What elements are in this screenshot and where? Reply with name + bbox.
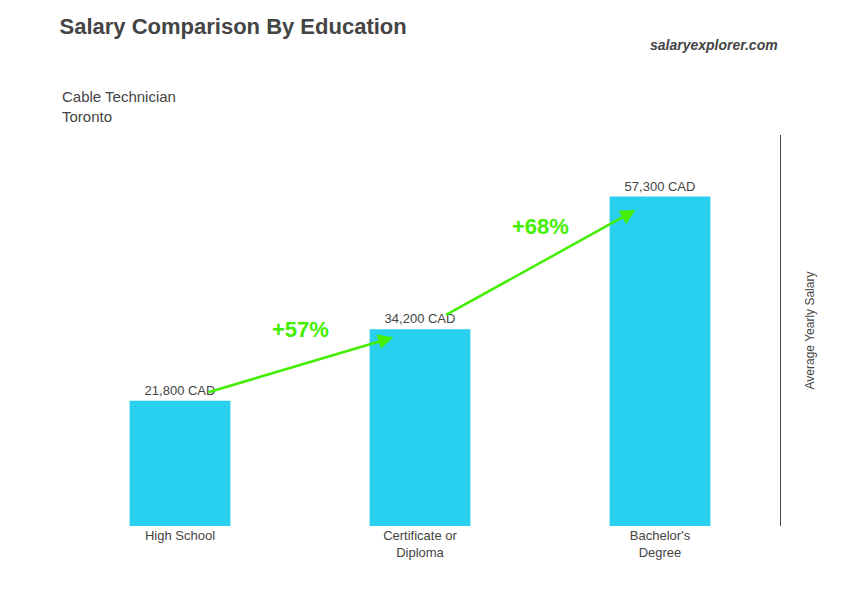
svg-text:Certificate orDiploma: Certificate orDiploma (383, 528, 457, 560)
svg-text:+57%: +57% (272, 317, 329, 342)
svg-text:Salary Comparison By Education: Salary Comparison By Education (60, 14, 407, 39)
svg-text:High School: High School (145, 528, 215, 543)
svg-text:Bachelor'sDegree: Bachelor'sDegree (630, 528, 691, 560)
svg-text:21,800 CAD: 21,800 CAD (145, 383, 216, 398)
svg-text:salaryexplorer.com: salaryexplorer.com (650, 37, 778, 53)
svg-text:+68%: +68% (512, 214, 569, 239)
svg-text:Average Yearly Salary: Average Yearly Salary (803, 272, 817, 390)
svg-text:57,300 CAD: 57,300 CAD (625, 179, 696, 194)
svg-text:34,200 CAD: 34,200 CAD (385, 311, 456, 326)
svg-text:Cable TechnicianToronto: Cable TechnicianToronto (62, 88, 176, 125)
